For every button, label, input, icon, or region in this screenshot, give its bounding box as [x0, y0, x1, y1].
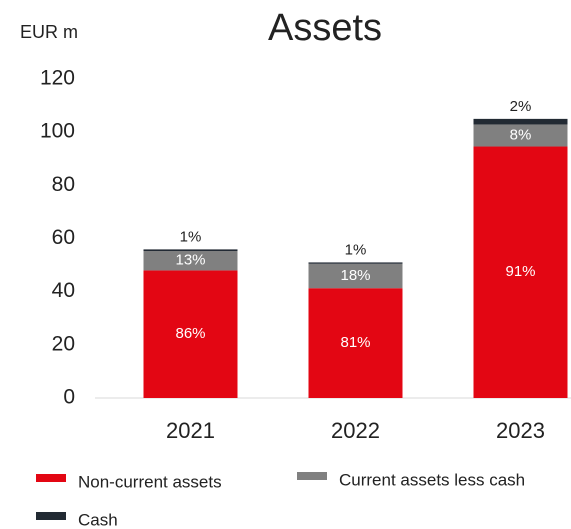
legend-swatch: [36, 474, 66, 482]
legend-swatch: [36, 512, 66, 520]
data-label: 18%: [340, 267, 370, 284]
legend-label: Cash: [78, 510, 118, 529]
y-tick-label: 100: [40, 120, 75, 143]
data-label: 2%: [510, 98, 532, 115]
y-tick-label: 60: [52, 226, 75, 249]
bar-segment: [308, 263, 403, 289]
bar-segment: [473, 124, 568, 147]
y-tick-label: 20: [52, 332, 75, 355]
bar-segment: [143, 249, 238, 251]
data-label: 91%: [505, 263, 535, 280]
legend-label: Current assets less cash: [339, 470, 525, 489]
chart-title: Assets: [268, 7, 382, 49]
bar-segment: [473, 118, 568, 125]
y-axis-label: EUR m: [20, 22, 78, 42]
data-label: 1%: [345, 241, 367, 258]
bar-segment: [308, 262, 403, 264]
bar-segment: [473, 146, 568, 398]
x-tick-label: 2022: [331, 418, 380, 443]
data-label: 81%: [340, 334, 370, 351]
data-label: 1%: [180, 228, 202, 245]
bar-segment: [143, 270, 238, 398]
y-tick-label: 40: [52, 279, 75, 302]
bar-segment: [143, 250, 238, 271]
data-label: 86%: [175, 325, 205, 342]
y-tick-label: 80: [52, 173, 75, 196]
x-tick-label: 2023: [496, 418, 545, 443]
data-label: 8%: [510, 126, 532, 143]
bar-segment: [308, 288, 403, 398]
y-tick-label: 0: [63, 386, 75, 409]
legend-label: Non-current assets: [78, 472, 222, 491]
data-label: 13%: [175, 252, 205, 269]
x-tick-label: 2021: [166, 418, 215, 443]
legend-swatch: [297, 472, 327, 480]
y-tick-label: 120: [40, 67, 75, 90]
